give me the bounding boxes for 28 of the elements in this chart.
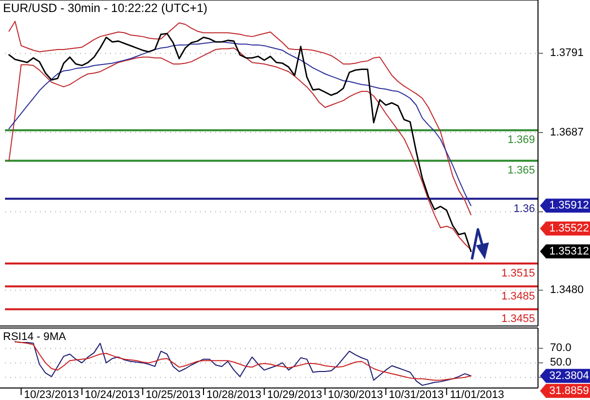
x-tick-label: 10/25/2013 <box>146 389 201 400</box>
x-tick-label: 10/31/2013 <box>388 389 444 400</box>
text: 1.35312 <box>549 245 589 258</box>
y-tick-label: 1.3480 <box>550 284 584 296</box>
y-tick-label: 1.3791 <box>550 47 584 60</box>
ref-line-label: 1.3515 <box>501 268 535 280</box>
x-tick-label: 10/23/2013 <box>24 389 80 400</box>
chart-title: RSI14 - 9MA <box>3 331 67 343</box>
text: 32.3804 <box>549 370 589 382</box>
x-tick-label: 10/30/2013 <box>328 389 383 400</box>
text: 31.8859 <box>549 384 589 397</box>
x-tick-label: 10/24/2013 <box>84 389 140 400</box>
ref-line-label: 1.365 <box>507 164 535 177</box>
text: 1.35522 <box>549 222 589 234</box>
y-tick-label: 70.0 <box>550 342 572 354</box>
x-tick-label: 10/29/2013 <box>267 389 322 400</box>
y-tick-label: 1.3687 <box>550 126 584 138</box>
ref-line-label: 1.369 <box>507 134 535 146</box>
line-series <box>8 20 472 216</box>
ref-line-label: 1.36 <box>514 202 535 215</box>
y-tick-label: 50.0 <box>550 356 572 369</box>
text: 1.35912 <box>549 200 589 212</box>
x-tick-label: 10/28/2013 <box>206 389 262 400</box>
x-tick-label: 11/01/2013 <box>450 389 504 400</box>
chart-title: EUR/USD - 30min - 10:22:22 (UTC+1) <box>3 1 208 15</box>
line-series <box>8 41 472 206</box>
ref-line-label: 1.3455 <box>501 313 535 326</box>
ref-line-label: 1.3485 <box>501 290 535 302</box>
